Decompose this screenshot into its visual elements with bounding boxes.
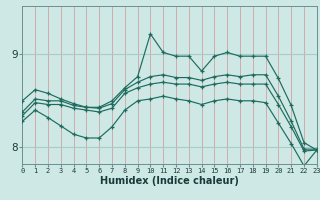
X-axis label: Humidex (Indice chaleur): Humidex (Indice chaleur) [100,176,239,186]
